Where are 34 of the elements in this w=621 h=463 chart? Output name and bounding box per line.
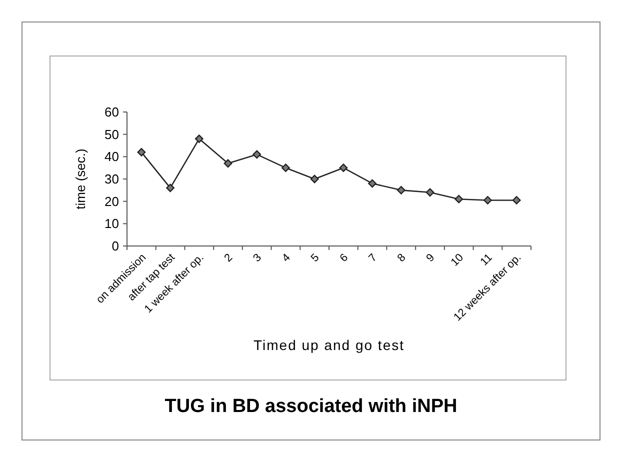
x-tick-label: 9 — [424, 252, 438, 264]
point — [484, 196, 492, 204]
point — [137, 148, 146, 156]
x-tick-label: 11 — [478, 252, 495, 268]
y-tick-label: 30 — [104, 172, 119, 187]
y-tick-label: 40 — [104, 149, 119, 164]
y-axis-title: time (sec.) — [73, 148, 88, 210]
y-tick-label: 10 — [104, 216, 119, 232]
point — [310, 174, 319, 184]
point — [368, 179, 376, 188]
x-tick-label: 8 — [395, 252, 408, 264]
x-tick-label: 7 — [366, 252, 380, 264]
y-tick-label: 50 — [104, 126, 119, 142]
y-tick-label: 0 — [112, 238, 119, 254]
point — [454, 194, 464, 204]
point — [512, 196, 521, 204]
x-tick-label: 3 — [251, 252, 264, 264]
x-tick-label: 10 — [448, 252, 466, 269]
x-tick-label: 5 — [308, 252, 322, 264]
x-tick-label: 6 — [338, 252, 351, 264]
text: TUG in BD associated with iNPH — [164, 396, 458, 417]
point — [194, 134, 204, 143]
y-tick-label: 20 — [104, 194, 119, 209]
x-axis-title: Timed up and go test — [253, 337, 405, 353]
x-tick-label: 2 — [222, 252, 236, 264]
point — [339, 164, 348, 172]
point — [252, 150, 262, 159]
x-tick-label: 4 — [280, 252, 293, 264]
point — [396, 186, 406, 194]
point — [282, 164, 290, 172]
point — [426, 188, 434, 197]
point — [166, 184, 174, 192]
y-tick-label: 60 — [104, 104, 119, 120]
point — [224, 159, 232, 168]
